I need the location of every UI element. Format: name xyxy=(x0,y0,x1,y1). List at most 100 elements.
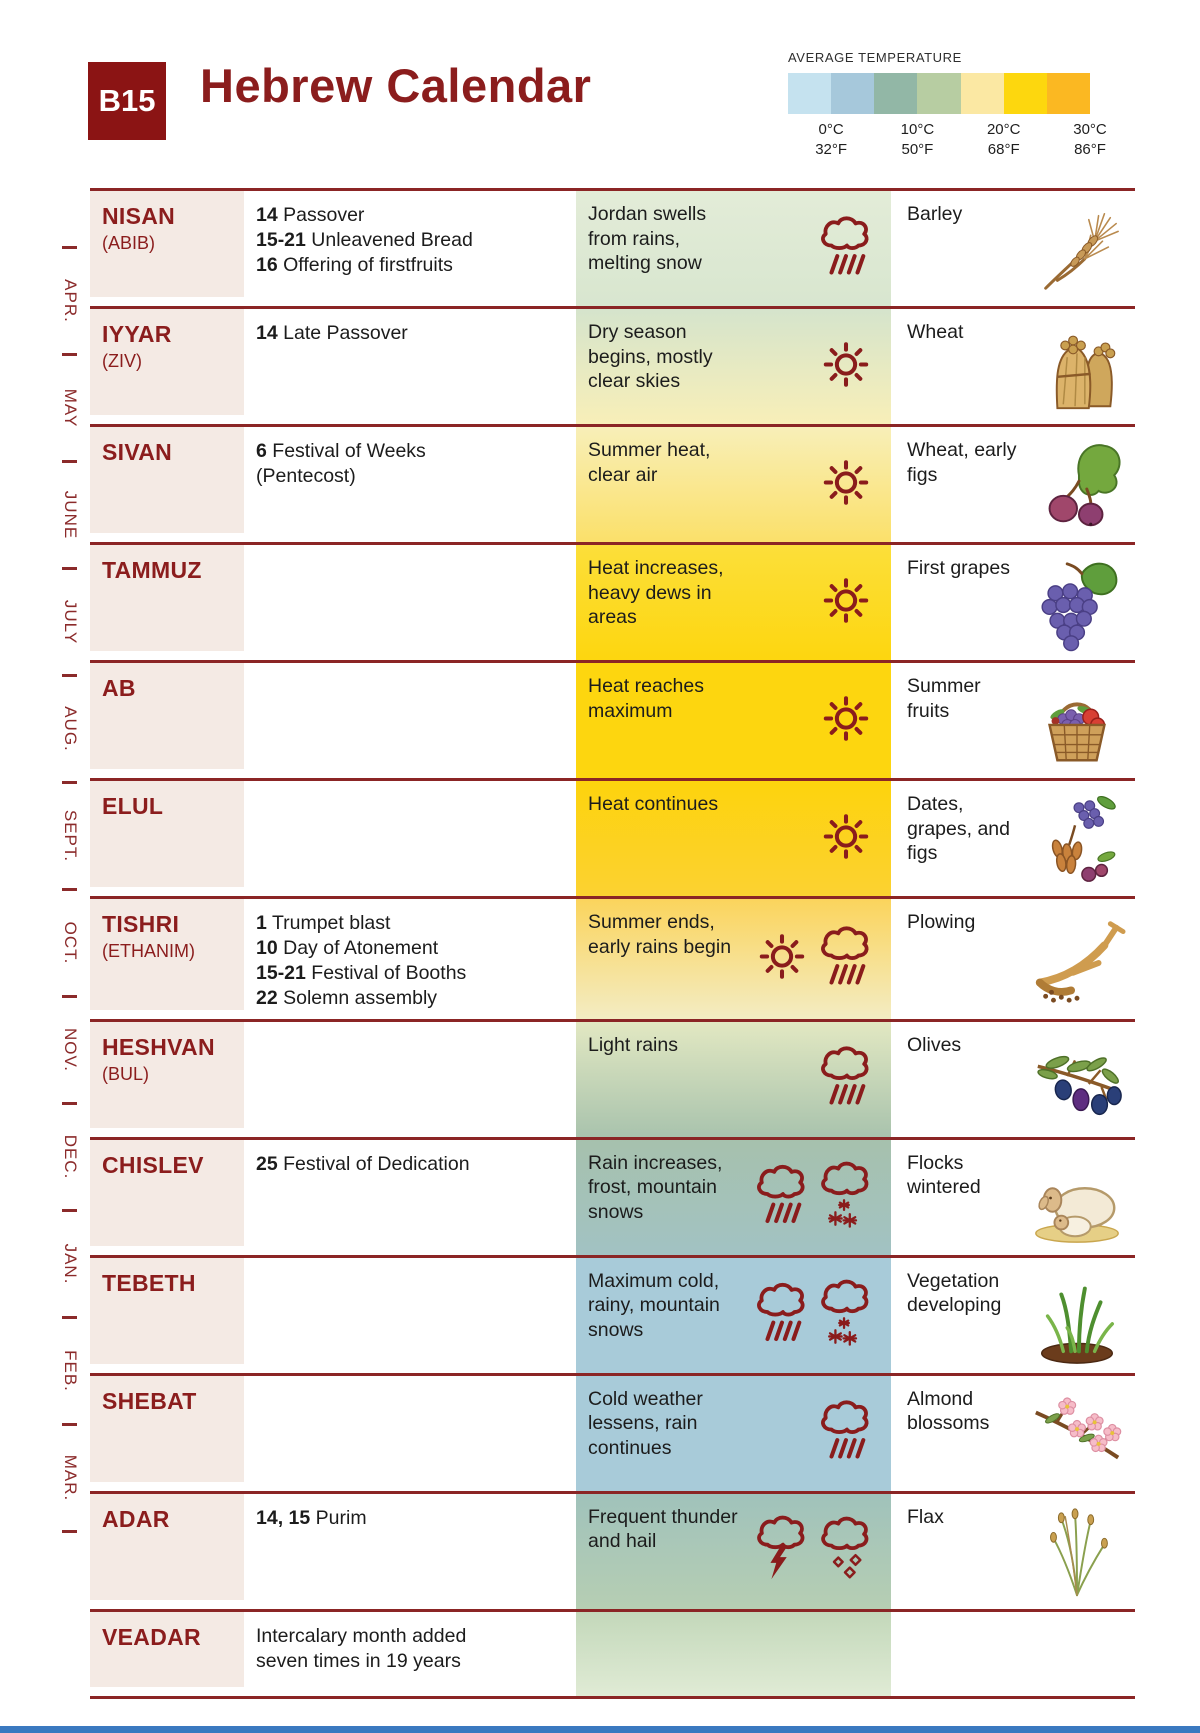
festivals-cell: 14 Passover 15-21 Unleavened Bread 16 Offe… xyxy=(244,191,576,306)
weather-cell: Light rains xyxy=(576,1021,891,1137)
weather-description: Heat increases, heavy dews in areas xyxy=(588,557,724,629)
festival-item: Intercalary month added seven times in 1… xyxy=(256,1624,516,1674)
rail-month-sept: SEPT. xyxy=(61,809,80,863)
crop-cell: First grapes xyxy=(891,545,1135,660)
rain-icon xyxy=(819,1399,871,1468)
rain-icon xyxy=(819,924,871,993)
festival-label: Intercalary month added seven times in 1… xyxy=(256,1624,467,1672)
festival-item: 1 Trumpet blast xyxy=(256,911,516,936)
weather-description: Jordan swells from rains, melting snow xyxy=(588,203,707,275)
weather-icons xyxy=(821,693,871,748)
rail-month-oct: OCT. xyxy=(61,921,80,965)
page-title: Hebrew Calendar xyxy=(200,59,592,112)
festival-item: 10 Day of Atonement xyxy=(256,936,516,961)
crop-cell: Flax xyxy=(891,1494,1135,1609)
legend-label-celsius: 20°C xyxy=(986,121,1021,138)
festival-dates: 14 xyxy=(256,204,278,226)
legend-labels: 0°C 32°F 10°C 50°F 20°C 68°F 30°C 86°F xyxy=(788,120,1107,164)
weather-description: Dry season begins, mostly clear skies xyxy=(588,321,713,393)
weather-icons xyxy=(819,1399,871,1468)
snow-icon xyxy=(819,1278,871,1352)
calendar-row-elul: ELUL Heat continues Dates, grapes, and fig… xyxy=(90,778,1135,896)
rain-icon xyxy=(755,1281,807,1350)
legend-swatch-3 xyxy=(917,73,961,114)
festival-item: 25 Festival of Dedication xyxy=(256,1152,516,1177)
weather-cell: Dry season begins, mostly clear skies xyxy=(576,309,891,424)
weather-description: Summer heat, clear air xyxy=(588,439,711,486)
crop-label: Summer fruits xyxy=(907,675,981,722)
festival-item: 14 Passover xyxy=(256,203,516,228)
weather-cell: Heat continues xyxy=(576,781,891,896)
festivals-cell: Intercalary month added seven times in 1… xyxy=(244,1612,576,1696)
rain-icon xyxy=(819,1045,871,1114)
crop-label: Olives xyxy=(907,1033,962,1056)
crop-label: Flax xyxy=(907,1505,944,1528)
crop-label: Plowing xyxy=(907,911,976,933)
festivals-cell xyxy=(244,1022,576,1137)
crop-cell: Almond blossoms xyxy=(891,1376,1135,1491)
rail-month-feb: FEB. xyxy=(61,1350,80,1392)
crop-cell: Plowing xyxy=(891,899,1135,1019)
month-name: VEADAR xyxy=(102,1623,201,1650)
weather-description: Light rains xyxy=(588,1033,678,1056)
weather-description: Heat reaches maximum xyxy=(588,675,704,722)
festivals-cell xyxy=(244,1376,576,1491)
month-name: ADAR xyxy=(102,1505,170,1532)
crop-cell: Wheat xyxy=(891,309,1135,424)
festival-item: (Pentecost) xyxy=(256,464,516,489)
calendar-table: NISAN (ABIB) 14 Passover 15-21 Unleavened B… xyxy=(90,188,1135,1699)
festival-label: Trumpet blast xyxy=(271,912,391,934)
figs-illustration xyxy=(1023,438,1131,536)
weather-cell: Heat reaches maximum xyxy=(576,663,891,778)
festival-item: 6 Festival of Weeks xyxy=(256,439,516,464)
grapes-illustration xyxy=(1023,556,1131,654)
calendar-row-tishri: TISHRI (ETHANIM) 1 Trumpet blast 10 Day of … xyxy=(90,896,1135,1019)
month-name: CHISLEV xyxy=(102,1151,204,1178)
rail-month-aug: AUG. xyxy=(61,706,80,752)
festival-item: 16 Offering of firstfruits xyxy=(256,253,516,278)
crop-label: Flocks wintered xyxy=(907,1151,981,1199)
legend-label-fahrenheit: 32°F xyxy=(815,140,848,158)
festival-label: Offering of firstfruits xyxy=(283,253,453,276)
month-name: ELUL xyxy=(102,793,164,819)
crop-cell: Dates, grapes, and figs xyxy=(891,781,1135,896)
weather-description: Rain increases, frost, mountain snows xyxy=(588,1151,723,1223)
legend-label-celsius: 0°C xyxy=(818,121,844,138)
sun-icon xyxy=(821,575,871,630)
sun-icon xyxy=(821,339,871,394)
crop-label: Wheat xyxy=(907,321,964,343)
month-cell: ADAR xyxy=(90,1493,244,1600)
festivals-cell: 1 Trumpet blast 10 Day of Atonement 15-21 … xyxy=(244,899,576,1019)
month-cell: SIVAN xyxy=(90,427,244,533)
hail-icon xyxy=(819,1515,871,1587)
weather-description: Heat continues xyxy=(588,793,719,815)
sun-icon xyxy=(821,457,871,512)
weather-description: Frequent thunder and hail xyxy=(588,1505,738,1553)
legend-swatch-4 xyxy=(960,73,1004,114)
festival-item: 22 Solemn assembly xyxy=(256,986,516,1011)
festival-dates: 25 xyxy=(256,1152,278,1175)
crop-label: Barley xyxy=(907,203,963,225)
month-cell: TEBETH xyxy=(90,1257,244,1364)
legend-label-fahrenheit: 86°F xyxy=(1074,140,1106,158)
bottom-accent-bar xyxy=(0,1726,1200,1733)
festival-dates: 14, 15 xyxy=(256,1506,311,1529)
crop-label: Dates, grapes, and figs xyxy=(907,793,1010,865)
legend-label-celsius: 30°C xyxy=(1073,121,1107,138)
rail-month-june: JUNE xyxy=(61,490,80,540)
month-cell: IYYAR (ZIV) xyxy=(90,309,244,415)
festival-dates: 15-21 xyxy=(256,228,306,251)
crop-cell: Flocks wintered xyxy=(891,1140,1135,1255)
festivals-cell: 14 Late Passover xyxy=(244,309,576,424)
month-cell: TISHRI (ETHANIM) xyxy=(90,899,244,1010)
calendar-row-shebat: SHEBAT Cold weather lessens, rain continu… xyxy=(90,1372,1135,1491)
weather-cell: Jordan swells from rains, melting snow xyxy=(576,191,891,306)
legend-label-fahrenheit: 50°F xyxy=(901,140,934,158)
crop-label: Almond blossoms xyxy=(907,1387,990,1435)
fruit-basket-illustration xyxy=(1023,674,1131,772)
crop-label: Wheat, early figs xyxy=(907,439,1017,486)
festival-dates: 6 xyxy=(256,440,267,462)
crop-cell: Olives xyxy=(891,1022,1135,1137)
weather-icons xyxy=(821,811,871,866)
